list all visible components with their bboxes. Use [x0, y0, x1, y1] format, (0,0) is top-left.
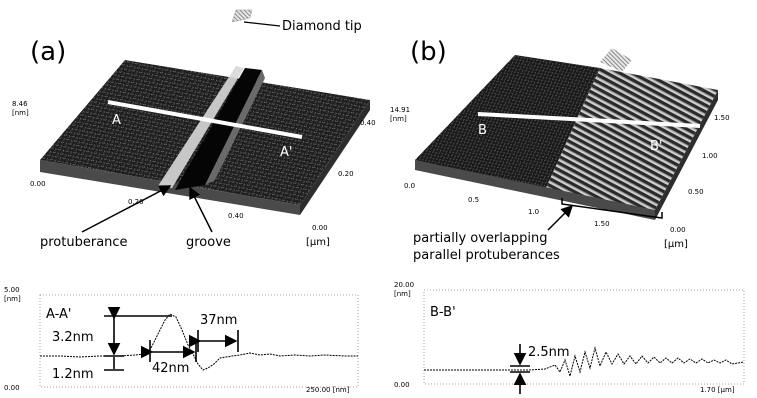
depth-measure-label: 1.2nm — [52, 367, 94, 382]
profile-b-x-end: 1.70 [µm] — [700, 386, 735, 394]
width-right-label: 37nm — [200, 313, 237, 328]
z-max-tick-b: 14.91 — [390, 106, 410, 114]
surface-b-protuberances — [545, 68, 718, 210]
diamond-tip-label: Diamond tip — [282, 19, 362, 34]
parallel-protuberances-arrow — [547, 204, 574, 231]
axis-unit-b: [µm] — [664, 239, 688, 250]
surface-a-side-face — [300, 100, 370, 215]
profile-a-y-bottom: 0.00 — [4, 384, 20, 392]
surface-b-side-face — [655, 90, 718, 220]
groove-wall — [205, 70, 265, 185]
y-tick-a-1: 0.20 — [338, 170, 354, 178]
cut-label-a-end: A' — [280, 145, 292, 160]
cut-line-a — [107, 100, 303, 139]
protuberance-bracket — [561, 198, 663, 219]
panel-a-label: (a) — [30, 37, 66, 67]
z-max-tick-a: 8.46 — [12, 100, 28, 108]
axis-unit-a: [µm] — [306, 237, 330, 248]
parallel-protuberances-label-1: partially overlapping — [413, 231, 547, 246]
diamond-tip-pointer — [243, 21, 281, 27]
protuberance-ridge — [158, 66, 244, 188]
diamond-tip-icon — [231, 9, 253, 23]
profile-a-trace — [40, 313, 358, 371]
panel-b: (b) B B' 14.91 [nm] 0.0 0.5 1.0 1.50 0.0… — [390, 37, 730, 263]
cut-line-b — [477, 112, 701, 128]
profile-a: 5.00 [nm] 0.00 250.00 [nm] A-A' 3.2nm 1.… — [4, 286, 359, 394]
profile-b: 20.00 [nm] 0.00 1.70 [µm] B-B' 2.5nm — [394, 281, 745, 394]
panel-b-label: (b) — [410, 37, 447, 67]
width-left-label: 42nm — [152, 361, 189, 376]
y-tick-b-0: 0.00 — [670, 226, 686, 234]
x-tick-a-0: 0.00 — [30, 180, 46, 188]
y-tick-b-2: 1.00 — [702, 152, 718, 160]
groove-band — [175, 68, 262, 190]
cut-label-a-start: A — [112, 113, 121, 128]
profile-a-y-top: 5.00 — [4, 286, 20, 294]
surface-b-left — [415, 55, 600, 190]
groove-arrow — [189, 186, 213, 233]
surface-b-front-face — [415, 160, 655, 220]
profile-b-y-top: 20.00 — [394, 281, 414, 289]
protuberance-label: protuberance — [40, 235, 128, 250]
height-measure-label: 3.2nm — [52, 330, 94, 345]
profile-a-frame — [39, 294, 359, 388]
profile-a-x-end: 250.00 [nm] — [306, 386, 350, 394]
profile-b-y-unit: [nm] — [394, 290, 411, 298]
profile-b-title: B-B' — [430, 305, 456, 320]
groove-label: groove — [186, 235, 231, 250]
protuberance-arrow — [81, 185, 172, 233]
cut-label-b-end: B' — [650, 139, 663, 154]
y-tick-b-3: 1.50 — [714, 114, 730, 122]
z-unit-b: [nm] — [390, 115, 407, 123]
x-tick-b-3: 1.50 — [594, 220, 610, 228]
profile-a-title: A-A' — [46, 307, 71, 322]
spacing-measure-label: 2.5nm — [528, 345, 570, 360]
y-tick-a-2: 0.40 — [360, 119, 376, 127]
profile-b-frame — [423, 289, 745, 385]
x-tick-b-1: 0.5 — [468, 196, 479, 204]
cut-label-b-start: B — [478, 123, 487, 138]
profile-a-y-unit: [nm] — [4, 295, 21, 303]
y-tick-b-1: 0.50 — [688, 188, 704, 196]
profile-b-y-bottom: 0.00 — [394, 381, 410, 389]
z-unit-a: [nm] — [12, 109, 29, 117]
parallel-protuberances-label-2: parallel protuberances — [413, 248, 560, 263]
x-tick-a-1: 0.20 — [128, 198, 144, 206]
x-tick-b-2: 1.0 — [528, 208, 539, 216]
x-tick-b-0: 0.0 — [404, 182, 415, 190]
profile-b-trace — [424, 346, 745, 378]
x-tick-a-2: 0.40 — [228, 212, 244, 220]
panel-a: (a) Diamond tip A A' 8.46 [nm] 0.00 0.20… — [12, 9, 376, 250]
y-tick-a-0: 0.00 — [312, 224, 328, 232]
surface-b-peak — [600, 48, 632, 72]
